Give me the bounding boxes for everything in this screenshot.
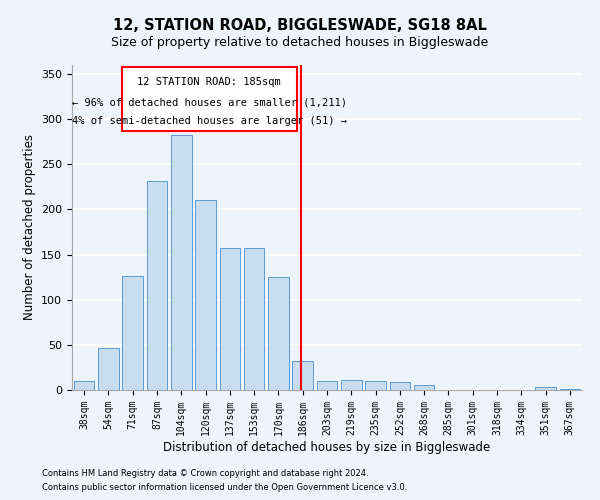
Bar xyxy=(244,248,265,390)
X-axis label: Distribution of detached houses by size in Biggleswade: Distribution of detached houses by size … xyxy=(163,440,491,454)
Bar xyxy=(317,381,337,390)
Text: 4% of semi-detached houses are larger (51) →: 4% of semi-detached houses are larger (5… xyxy=(72,116,347,126)
Y-axis label: Number of detached properties: Number of detached properties xyxy=(23,134,35,320)
Bar xyxy=(292,361,313,390)
Bar xyxy=(171,134,191,390)
Text: 12 STATION ROAD: 185sqm: 12 STATION ROAD: 185sqm xyxy=(137,77,281,87)
Text: Contains HM Land Registry data © Crown copyright and database right 2024.: Contains HM Land Registry data © Crown c… xyxy=(42,468,368,477)
FancyBboxPatch shape xyxy=(122,67,296,131)
Bar xyxy=(389,382,410,390)
Text: Contains public sector information licensed under the Open Government Licence v3: Contains public sector information licen… xyxy=(42,484,407,492)
Bar xyxy=(535,388,556,390)
Bar xyxy=(195,200,216,390)
Bar xyxy=(341,380,362,390)
Bar xyxy=(74,381,94,390)
Bar xyxy=(268,277,289,390)
Bar xyxy=(365,381,386,390)
Bar xyxy=(414,384,434,390)
Bar xyxy=(122,276,143,390)
Text: 12, STATION ROAD, BIGGLESWADE, SG18 8AL: 12, STATION ROAD, BIGGLESWADE, SG18 8AL xyxy=(113,18,487,32)
Bar xyxy=(146,180,167,390)
Text: ← 96% of detached houses are smaller (1,211): ← 96% of detached houses are smaller (1,… xyxy=(72,97,347,107)
Bar xyxy=(220,248,240,390)
Text: Size of property relative to detached houses in Biggleswade: Size of property relative to detached ho… xyxy=(112,36,488,49)
Bar xyxy=(98,348,119,390)
Bar xyxy=(560,389,580,390)
